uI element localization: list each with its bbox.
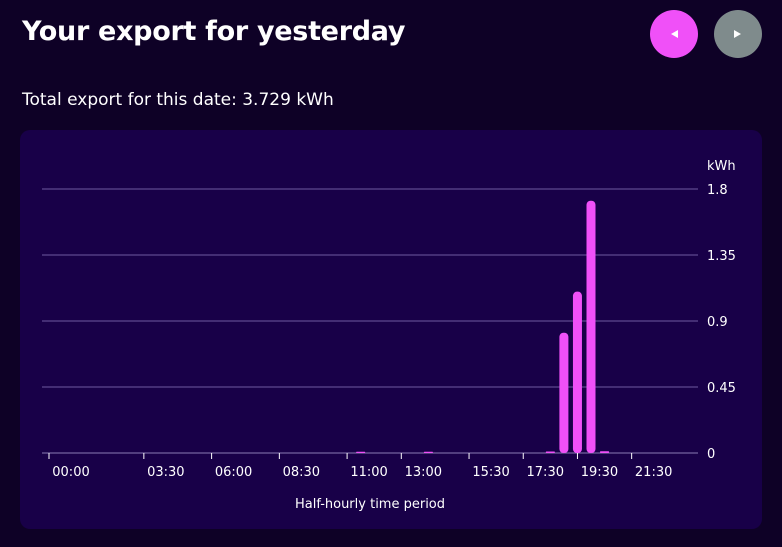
bar[interactable]: [356, 451, 366, 453]
previous-day-button[interactable]: [650, 10, 698, 58]
y-tick-label: 0.9: [707, 315, 728, 330]
chart-card: [20, 130, 762, 529]
x-tick-label: 06:00: [215, 465, 252, 480]
y-tick-label: 1.8: [707, 183, 728, 198]
y-tick-label: 0: [707, 447, 715, 462]
triangle-right-icon: [734, 30, 741, 38]
x-tick-label: 03:30: [147, 465, 184, 480]
bar[interactable]: [423, 451, 433, 453]
x-tick-label: 19:30: [581, 465, 618, 480]
y-tick-label: 1.35: [707, 249, 736, 264]
x-tick-label: 00:00: [52, 465, 89, 480]
x-tick-label: 21:30: [635, 465, 672, 480]
bar[interactable]: [572, 291, 582, 453]
x-axis-title: Half-hourly time period: [295, 497, 445, 512]
y-axis-unit-label: kWh: [707, 159, 736, 174]
x-tick-label: 11:00: [350, 465, 387, 480]
bar[interactable]: [586, 200, 596, 453]
x-tick-label: 17:30: [527, 465, 564, 480]
triangle-left-icon: [671, 30, 678, 38]
bars: [356, 200, 610, 453]
next-day-button[interactable]: [714, 10, 762, 58]
x-axis-ticks: 00:00 03:30 06:00 08:30 11:00 13:00 15:30 17:30…: [48, 453, 672, 480]
bar[interactable]: [545, 451, 555, 453]
y-axis-ticks: 1.8 1.35 0.9 0.45 0: [707, 183, 736, 462]
x-tick-label: 13:00: [405, 465, 442, 480]
x-tick-label: 08:30: [283, 465, 320, 480]
page-title: Your export for yesterday: [22, 16, 406, 47]
bar[interactable]: [559, 332, 569, 453]
bar[interactable]: [600, 451, 610, 453]
total-export-summary: Total export for this date: 3.729 kWh: [22, 90, 334, 110]
gridlines: [42, 188, 698, 454]
y-tick-label: 0.45: [707, 381, 736, 396]
x-tick-label: 15:30: [472, 465, 509, 480]
